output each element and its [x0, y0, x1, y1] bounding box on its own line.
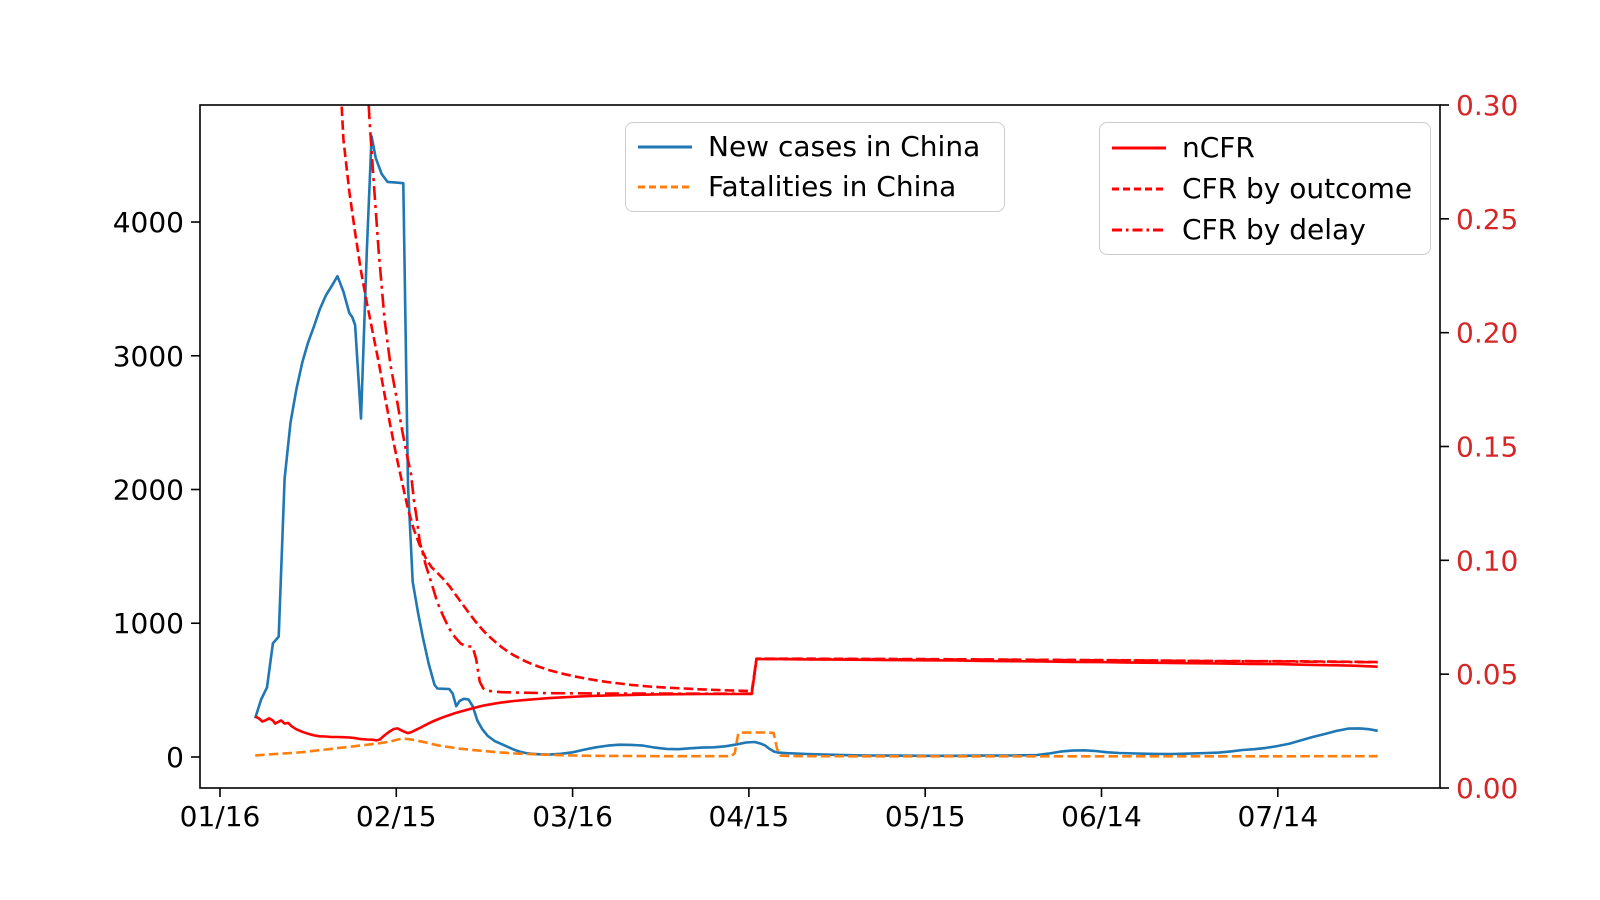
series-cfr-by-outcome-line — [340, 105, 1378, 693]
right-y-tick-label: 0.15 — [1456, 431, 1518, 464]
series-fatalities-in-china-line — [255, 731, 1378, 758]
left-y-tick-label: 0 — [166, 741, 184, 774]
legend-label-cfr-outcome: CFR by outcome — [1182, 171, 1413, 205]
series-ncfr-line — [254, 657, 1378, 742]
legend-label-fatalities: Fatalities in China — [708, 170, 957, 203]
right-y-tick-label: 0.25 — [1456, 203, 1518, 236]
series-new-cases-in-china-line — [253, 135, 1378, 758]
right-y-tick-label: 0.30 — [1456, 89, 1518, 122]
legend-label-cfr-delay: CFR by delay — [1182, 212, 1366, 246]
x-tick-label: 05/15 — [885, 800, 966, 833]
legend-entry-fatalities: Fatalities in China — [638, 167, 994, 207]
x-tick-label: 03/16 — [532, 800, 613, 833]
legend-entry-new-cases: New cases in China — [638, 127, 994, 167]
x-tick-label: 07/14 — [1237, 800, 1318, 833]
legend-label-new-cases: New cases in China — [708, 130, 981, 163]
left-y-tick-label: 4000 — [113, 206, 184, 239]
cfr-delay-line-sample-icon — [1112, 228, 1166, 231]
legend-entry-cfr-delay: CFR by delay — [1112, 209, 1420, 250]
right-y-tick-label: 0.20 — [1456, 317, 1518, 350]
series-cfr-by-delay-line — [367, 105, 1378, 695]
right-y-tick-label: 0.00 — [1456, 772, 1518, 805]
legend-label-ncfr: nCFR — [1182, 130, 1255, 164]
left-y-tick-label: 3000 — [113, 340, 184, 373]
legend-entry-ncfr: nCFR — [1112, 127, 1420, 168]
x-tick-label: 06/14 — [1061, 800, 1142, 833]
new-cases-line-sample-icon — [638, 145, 692, 149]
x-tick-label: 04/15 — [709, 800, 790, 833]
legend-cfr: nCFR CFR by outcome CFR by delay — [1099, 122, 1431, 255]
cfr-outcome-line-sample-icon — [1112, 187, 1166, 190]
x-tick-label: 01/16 — [180, 800, 261, 833]
left-y-tick-label: 2000 — [113, 473, 184, 506]
fatalities-line-sample-icon — [638, 185, 692, 189]
right-y-tick-label: 0.05 — [1456, 658, 1518, 691]
legend-cases-fatalities: New cases in China Fatalities in China — [625, 122, 1005, 212]
left-y-tick-label: 1000 — [113, 607, 184, 640]
legend-entry-cfr-outcome: CFR by outcome — [1112, 168, 1420, 209]
x-tick-label: 02/15 — [356, 800, 437, 833]
right-y-tick-label: 0.10 — [1456, 544, 1518, 577]
ncfr-line-sample-icon — [1112, 146, 1166, 149]
